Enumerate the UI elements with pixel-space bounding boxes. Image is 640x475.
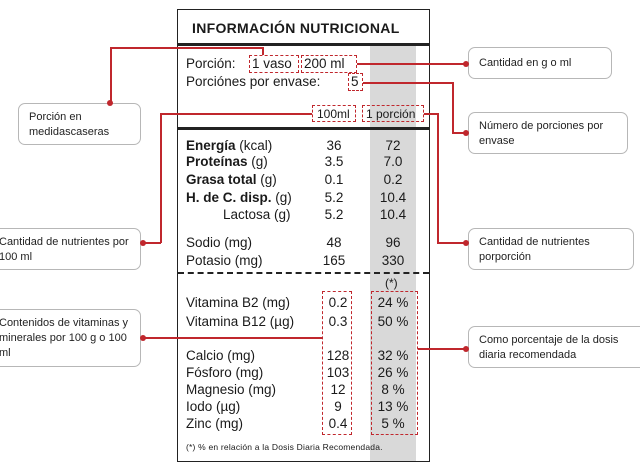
sodio-100ml: 48 [326, 235, 342, 250]
portion-unit-highlight [249, 55, 299, 73]
footnote: (*) % en relación a la Dosis Diaria Reco… [186, 442, 383, 452]
header-divider [178, 127, 429, 130]
connector-porcion-v [110, 47, 112, 103]
connector-100ml-dot [140, 240, 146, 246]
callout-cantidad-100ml: Cantidad de nutrientes por 100 ml [0, 228, 141, 270]
connector-numero-dot [463, 130, 469, 136]
col-100ml-highlight [312, 105, 356, 122]
grasa-portion: 0.2 [383, 172, 403, 187]
portion-amount: 200 ml [304, 56, 345, 71]
connector-100ml-h [160, 113, 312, 115]
row-sodio: Sodio (mg) [186, 235, 253, 250]
row-proteinas: Proteínas (g) [186, 154, 268, 169]
connector-porcion-dot [107, 100, 113, 106]
connector-numero-h [363, 82, 452, 84]
col-header-100ml: 100ml [317, 107, 350, 121]
connector-porcion-drop [262, 47, 264, 55]
zinc-pct: 5 % [381, 416, 405, 431]
connector-porcion-col-h [424, 113, 438, 115]
nutrition-label-panel [177, 9, 430, 462]
portion-amount-highlight [301, 55, 357, 73]
vitamins-divider [178, 272, 429, 274]
connector-porcion-col-h2 [437, 242, 466, 244]
servings-label: Porciónes por envase: [186, 74, 321, 89]
vitamina-b2-100ml: 0.2 [328, 295, 348, 310]
vitamina-b12-100ml: 0.3 [328, 314, 348, 329]
callout-cantidad-porcion: Cantidad de nutrientes porporción [468, 228, 634, 270]
callout-numero-porciones: Número de porciones por envase [468, 112, 628, 154]
per-100-highlight [322, 291, 352, 435]
connector-cantidad-g-ml-dot [463, 61, 469, 67]
percent-highlight [371, 291, 418, 435]
potasio-portion: 330 [381, 253, 405, 268]
lactosa-portion: 10.4 [379, 207, 407, 222]
callout-cantidad-g-ml: Cantidad en g o ml [468, 47, 612, 79]
calcio-100ml: 128 [326, 348, 350, 363]
lactosa-100ml: 5.2 [324, 207, 344, 222]
col-portion-highlight [362, 105, 424, 122]
iodo-pct: 13 % [377, 399, 409, 414]
connector-vitaminas-dot [140, 335, 146, 341]
calcio-pct: 32 % [377, 348, 409, 363]
potasio-100ml: 165 [322, 253, 346, 268]
vitamina-b2-pct: 24 % [377, 295, 409, 310]
iodo-100ml: 9 [334, 399, 342, 414]
portion-column-shading [370, 44, 416, 462]
row-iodo: Iodo (µg) [186, 399, 241, 414]
servings-value: 5 [351, 74, 359, 89]
row-potasio: Potasio (mg) [186, 253, 263, 268]
row-zinc: Zinc (mg) [186, 416, 243, 431]
row-calcio: Calcio (mg) [186, 348, 256, 363]
connector-cantidad-g-ml [357, 63, 466, 65]
asterisk-marker: (*) [385, 276, 398, 290]
connector-porcentaje [418, 348, 466, 350]
magnesio-pct: 8 % [381, 382, 405, 397]
row-lactosa: Lactosa (g) [223, 207, 291, 222]
portion-unit: 1 vaso [252, 56, 292, 71]
vitamina-b12-pct: 50 % [377, 314, 409, 329]
title-divider [178, 43, 429, 46]
portion-prefix: Porción: [186, 56, 236, 71]
connector-vitaminas [143, 337, 322, 339]
col-header-portion: 1 porción [366, 107, 416, 121]
sodio-portion: 96 [385, 235, 401, 250]
proteinas-100ml: 3.5 [324, 154, 344, 169]
fosforo-pct: 26 % [377, 365, 409, 380]
row-magnesio: Magnesio (mg) [186, 382, 277, 397]
connector-100ml-v [160, 113, 162, 243]
fosforo-100ml: 103 [326, 365, 350, 380]
row-vitamina-b12: Vitamina B12 (µg) [186, 314, 295, 329]
magnesio-100ml: 12 [330, 382, 346, 397]
energia-100ml: 36 [326, 138, 342, 153]
connector-porcion-h [110, 47, 263, 49]
row-vitamina-b2: Vitamina B2 (mg) [186, 295, 291, 310]
grasa-100ml: 0.1 [324, 172, 344, 187]
connector-100ml-h2 [143, 242, 161, 244]
callout-porcentaje-dosis: Como porcentaje de la dosis diaria recom… [468, 326, 640, 368]
row-hidratos: H. de C. disp. (g) [186, 190, 292, 205]
connector-porcion-col-dot [463, 240, 469, 246]
callout-contenidos-vitaminas: Contenidos de vitaminas y minerales por … [0, 309, 141, 367]
energia-portion: 72 [385, 138, 401, 153]
row-fosforo: Fósforo (mg) [186, 365, 264, 380]
row-energia: Energía (kcal) [186, 138, 273, 153]
proteinas-portion: 7.0 [383, 154, 403, 169]
connector-numero-h2 [452, 132, 466, 134]
row-grasa: Grasa total (g) [186, 172, 277, 187]
zinc-100ml: 0.4 [328, 416, 348, 431]
connector-porcentaje-dot [463, 346, 469, 352]
hidratos-portion: 10.4 [379, 190, 407, 205]
servings-value-highlight [348, 73, 363, 91]
label-title: INFORMACIÓN NUTRICIONAL [192, 20, 400, 36]
connector-numero-v [452, 82, 454, 133]
hidratos-100ml: 5.2 [324, 190, 344, 205]
callout-porcion-medidas: Porción en medidascaseras [18, 103, 141, 145]
connector-porcion-col-v [437, 113, 439, 243]
